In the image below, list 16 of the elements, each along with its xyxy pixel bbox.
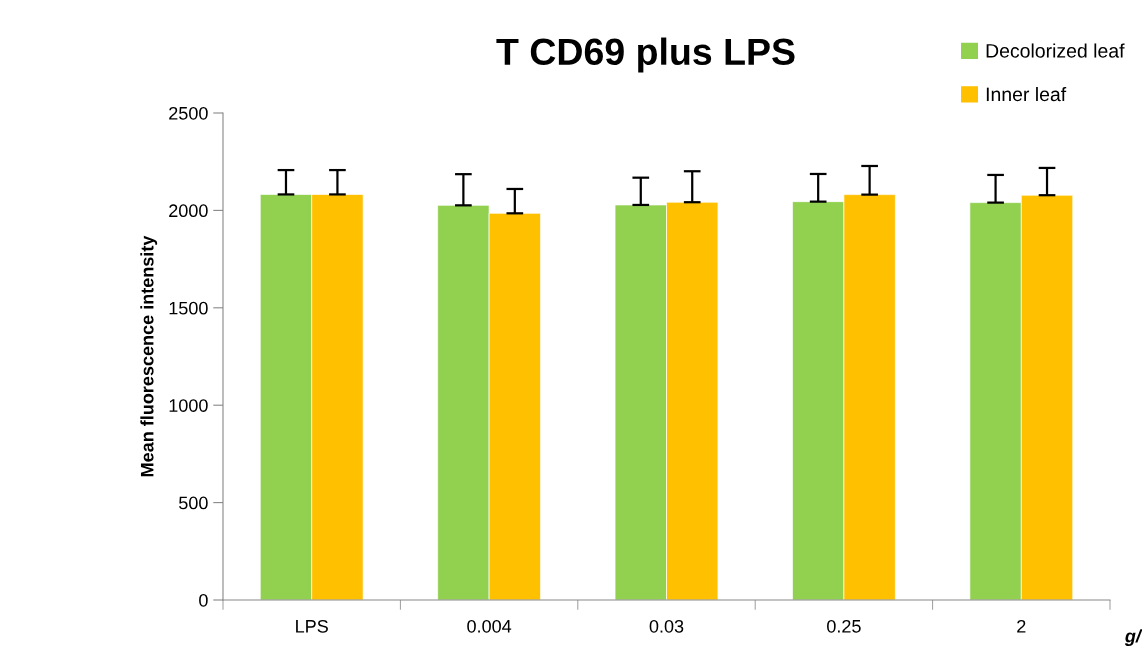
legend-label: Inner leaf	[986, 86, 1067, 102]
x-tick-label: 2	[1017, 619, 1026, 633]
y-tick-label: 2500	[169, 106, 208, 120]
y-axis-title: Mean fluorescence intensity	[140, 235, 158, 477]
x-tick-label: 0.25	[827, 619, 861, 633]
y-tick-label: 1500	[169, 301, 208, 315]
x-axis-title: g/	[1124, 629, 1142, 646]
y-tick-label: 500	[179, 496, 208, 510]
chart-title: T CD69 plus LPS	[496, 37, 795, 73]
x-tick-label: LPS	[296, 619, 328, 633]
x-tick-label: 0.004	[467, 619, 512, 633]
y-tick-label: 2000	[169, 204, 208, 218]
y-tick-label: 1000	[169, 399, 208, 412]
legend-label: Decolorized leaf	[986, 43, 1125, 58]
y-tick-label: 0	[199, 593, 208, 607]
x-tick-label: 0.03	[649, 619, 684, 633]
